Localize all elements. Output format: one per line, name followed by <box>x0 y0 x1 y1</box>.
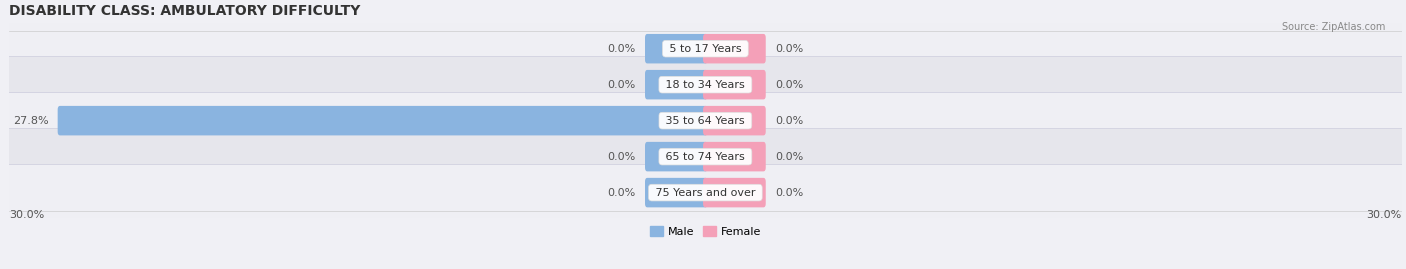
FancyBboxPatch shape <box>703 142 766 171</box>
FancyBboxPatch shape <box>703 178 766 207</box>
FancyBboxPatch shape <box>703 70 766 100</box>
Text: 0.0%: 0.0% <box>775 80 803 90</box>
Text: DISABILITY CLASS: AMBULATORY DIFFICULTY: DISABILITY CLASS: AMBULATORY DIFFICULTY <box>8 4 360 18</box>
Text: 0.0%: 0.0% <box>607 152 636 162</box>
Text: 65 to 74 Years: 65 to 74 Years <box>662 152 748 162</box>
FancyBboxPatch shape <box>1 21 1406 77</box>
Text: 18 to 34 Years: 18 to 34 Years <box>662 80 748 90</box>
FancyBboxPatch shape <box>645 70 707 100</box>
Text: 30.0%: 30.0% <box>1367 210 1402 220</box>
Text: 0.0%: 0.0% <box>775 44 803 54</box>
Text: Source: ZipAtlas.com: Source: ZipAtlas.com <box>1281 22 1385 31</box>
Text: 35 to 64 Years: 35 to 64 Years <box>662 116 748 126</box>
Text: 0.0%: 0.0% <box>607 44 636 54</box>
Text: 0.0%: 0.0% <box>775 152 803 162</box>
Text: 0.0%: 0.0% <box>775 116 803 126</box>
Text: 0.0%: 0.0% <box>775 187 803 198</box>
Text: 30.0%: 30.0% <box>8 210 44 220</box>
FancyBboxPatch shape <box>703 106 766 135</box>
Legend: Male, Female: Male, Female <box>645 222 765 241</box>
Text: 27.8%: 27.8% <box>13 116 48 126</box>
Text: 5 to 17 Years: 5 to 17 Years <box>666 44 745 54</box>
FancyBboxPatch shape <box>645 178 707 207</box>
Text: 75 Years and over: 75 Years and over <box>652 187 759 198</box>
FancyBboxPatch shape <box>58 106 707 135</box>
FancyBboxPatch shape <box>1 93 1406 149</box>
FancyBboxPatch shape <box>1 56 1406 113</box>
FancyBboxPatch shape <box>645 142 707 171</box>
FancyBboxPatch shape <box>645 34 707 63</box>
FancyBboxPatch shape <box>703 34 766 63</box>
FancyBboxPatch shape <box>1 129 1406 185</box>
Text: 0.0%: 0.0% <box>607 187 636 198</box>
FancyBboxPatch shape <box>1 165 1406 221</box>
Text: 0.0%: 0.0% <box>607 80 636 90</box>
